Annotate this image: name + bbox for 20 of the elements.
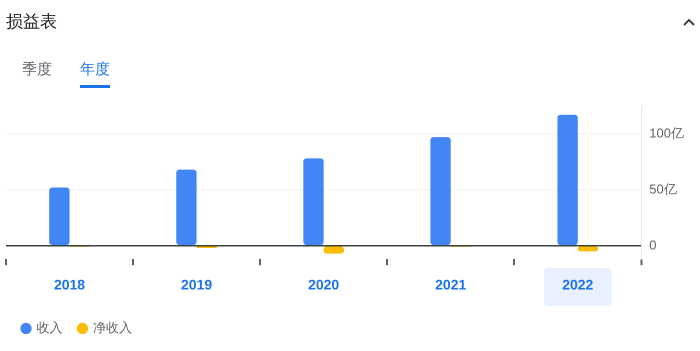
y-tick-label: 100亿 (649, 125, 684, 140)
x-tick-label: 2019 (181, 276, 212, 292)
y-tick-label: 0 (649, 237, 657, 252)
text: 季度 (22, 60, 52, 80)
x-tick-label: 2021 (435, 276, 466, 292)
bar (324, 246, 344, 254)
y-tick-label: 50亿 (649, 181, 677, 196)
bar (557, 114, 578, 246)
bar (49, 188, 70, 246)
legend-label: 净收入 (93, 320, 132, 336)
x-tick-label: 2022 (562, 276, 594, 292)
bar (303, 158, 324, 246)
bar (430, 137, 451, 246)
bar (176, 170, 197, 246)
x-tick-label: 2020 (308, 276, 340, 292)
text: 年度 (80, 60, 110, 88)
bar (578, 246, 598, 252)
legend-label: 收入 (36, 320, 62, 336)
x-tick-label: 2018 (54, 276, 86, 292)
chart-title: 损益表 (6, 11, 57, 33)
